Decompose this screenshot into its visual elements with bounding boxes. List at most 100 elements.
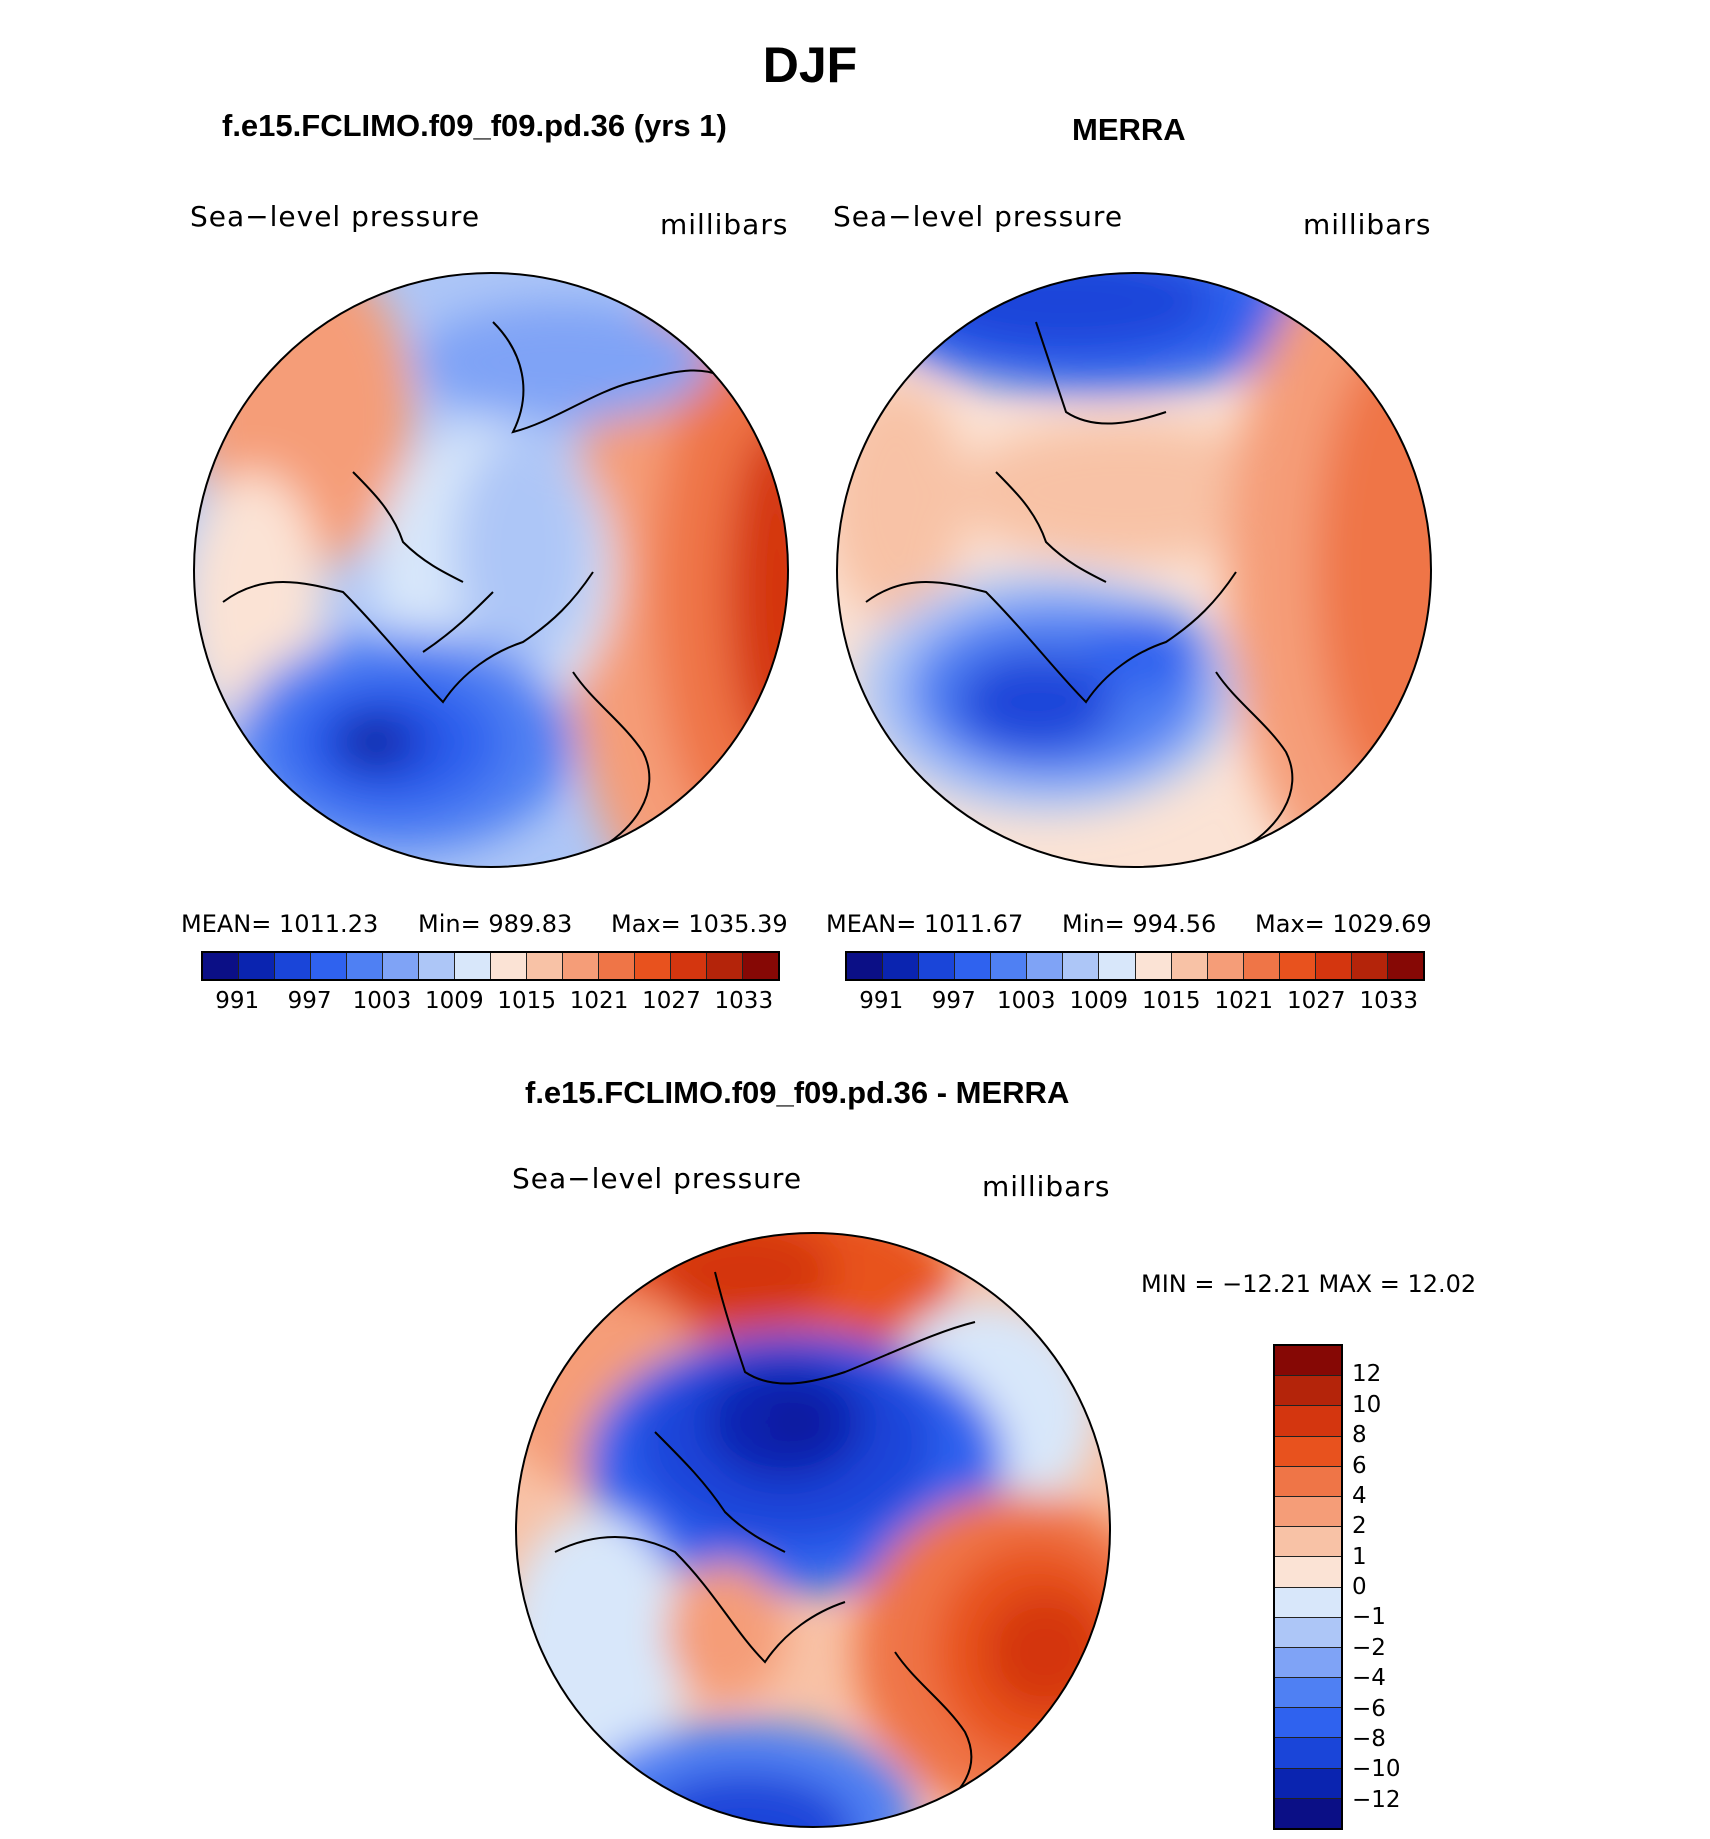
diff-polar-map [515, 1232, 1111, 1828]
model-colorbar-swatch [347, 953, 383, 979]
diff-variable-label: Sea−level pressure [512, 1162, 803, 1195]
diff-colorbar-tick-label: 6 [1352, 1452, 1367, 1479]
model-colorbar-swatch [311, 953, 347, 979]
obs-colorbar-swatch [919, 953, 956, 979]
model-colorbar-swatch [419, 953, 455, 979]
model-colorbar-swatch [671, 953, 707, 979]
obs-colorbar-swatch [991, 953, 1028, 979]
diff-colorbar-tick-label: 4 [1352, 1482, 1367, 1509]
diff-colorbar-tick-label: −10 [1352, 1756, 1401, 1783]
obs-colorbar-tick-label: 1021 [1214, 988, 1274, 1014]
obs-colorbar-tick-label: 1015 [1141, 988, 1201, 1014]
diff-colorbar-swatch [1275, 1406, 1341, 1437]
obs-colorbar-swatch [955, 953, 992, 979]
diff-colorbar-tick-label: −2 [1352, 1634, 1386, 1661]
model-polar-map [193, 272, 789, 868]
obs-colorbar-swatch [1135, 953, 1172, 979]
obs-colorbar-swatch [1315, 953, 1352, 979]
obs-colorbar-swatch [1063, 953, 1100, 979]
diff-colorbar-tick-label: −6 [1352, 1695, 1386, 1722]
diff-colorbar-tick-label: 0 [1352, 1574, 1367, 1600]
model-colorbar-tick-label: 1015 [497, 988, 556, 1014]
diff-colorbar-tick-label: 8 [1352, 1422, 1367, 1449]
obs-colorbar-tick-label: 1003 [996, 988, 1056, 1014]
diff-colorbar-tick-label: 10 [1352, 1391, 1382, 1418]
model-colorbar-tick-label: 991 [215, 988, 260, 1014]
obs-colorbar-swatch [1027, 953, 1064, 979]
model-colorbar-swatch [383, 953, 419, 979]
obs-variable-label: Sea−level pressure [833, 200, 1124, 233]
obs-colorbar-swatch [883, 953, 920, 979]
diff-colorbar-swatch [1275, 1376, 1341, 1407]
diff-colorbar-tick-label: −12 [1352, 1786, 1401, 1813]
diff-colorbar-swatch [1275, 1466, 1341, 1497]
model-colorbar-swatch [239, 953, 275, 979]
diff-panel-title: f.e15.FCLIMO.f09_f09.pd.36 - MERRA [525, 1075, 1070, 1110]
model-colorbar-tick-label: 1021 [569, 988, 629, 1014]
diff-colorbar-swatch [1275, 1557, 1341, 1588]
diff-colorbar-tick-label: −1 [1352, 1604, 1386, 1631]
model-colorbar-swatch [563, 953, 599, 979]
model-colorbar-swatch [275, 953, 311, 979]
model-colorbar-swatch [203, 953, 239, 979]
obs-colorbar-swatch [1279, 953, 1316, 979]
model-colorbar-tick-label: 1003 [352, 988, 412, 1014]
diff-colorbar-tick-label: −8 [1352, 1725, 1386, 1752]
obs-colorbar-swatch [847, 953, 884, 979]
diff-colorbar-swatch [1275, 1436, 1341, 1467]
diff-colorbar [1273, 1344, 1343, 1830]
model-colorbar-tick-label: 997 [287, 988, 332, 1014]
obs-colorbar-swatch [1207, 953, 1244, 979]
obs-polar-map [836, 272, 1432, 868]
diff-colorbar-swatch [1275, 1527, 1341, 1558]
figure-title: DJF [762, 37, 858, 93]
obs-colorbar [845, 951, 1425, 981]
obs-panel-title: MERRA [1072, 112, 1186, 147]
diff-colorbar-swatch [1275, 1738, 1341, 1769]
obs-colorbar-tick-label: 991 [859, 988, 904, 1014]
model-colorbar-swatch [743, 953, 778, 979]
diff-colorbar-tick-label: 1 [1352, 1543, 1367, 1570]
obs-max-stat: Max= 1029.69 [1255, 910, 1432, 938]
model-max-stat: Max= 1035.39 [611, 910, 788, 938]
obs-min-stat: Min= 994.56 [1062, 910, 1217, 938]
model-variable-label: Sea−level pressure [190, 200, 481, 233]
diff-units-label: millibars [982, 1170, 1111, 1203]
diff-colorbar-swatch [1275, 1346, 1341, 1377]
diff-colorbar-swatch [1275, 1708, 1341, 1739]
diff-minmax-stat: MIN = −12.21 MAX = 12.02 [1141, 1270, 1477, 1298]
diff-colorbar-tick-label: −4 [1352, 1665, 1386, 1692]
model-colorbar-swatch [599, 953, 635, 979]
diff-colorbar-swatch [1275, 1496, 1341, 1528]
diff-colorbar-tick-label: 2 [1352, 1513, 1367, 1540]
diff-colorbar-tick-label: 12 [1352, 1361, 1382, 1388]
model-mean-stat: MEAN= 1011.23 [181, 910, 379, 938]
obs-colorbar-tick-label: 1033 [1359, 988, 1419, 1014]
model-panel-title: f.e15.FCLIMO.f09_f09.pd.36 (yrs 1) [222, 108, 727, 143]
model-colorbar-swatch [527, 953, 563, 979]
obs-colorbar-swatch [1243, 953, 1280, 979]
obs-colorbar-tick-label: 1027 [1286, 988, 1346, 1014]
model-colorbar-tick-label: 1033 [714, 988, 774, 1014]
obs-colorbar-swatch [1387, 953, 1423, 979]
obs-units-label: millibars [1303, 208, 1432, 241]
model-colorbar-tick-label: 1027 [642, 988, 701, 1014]
obs-colorbar-swatch [1171, 953, 1208, 979]
diff-colorbar-swatch [1275, 1768, 1341, 1799]
model-units-label: millibars [660, 208, 789, 241]
diff-colorbar-swatch [1275, 1647, 1341, 1679]
obs-mean-stat: MEAN= 1011.67 [826, 910, 1024, 938]
obs-colorbar-swatch [1099, 953, 1136, 979]
diff-colorbar-swatch [1275, 1617, 1341, 1648]
model-colorbar-swatch [491, 953, 527, 979]
model-colorbar [201, 951, 780, 981]
diff-colorbar-swatch [1275, 1798, 1341, 1828]
model-colorbar-swatch [635, 953, 671, 979]
obs-colorbar-tick-label: 997 [931, 988, 976, 1014]
obs-colorbar-swatch [1351, 953, 1388, 979]
model-colorbar-swatch [455, 953, 491, 979]
obs-colorbar-tick-label: 1009 [1069, 988, 1129, 1014]
diff-colorbar-swatch [1275, 1587, 1341, 1618]
model-min-stat: Min= 989.83 [418, 910, 573, 938]
diff-colorbar-swatch [1275, 1678, 1341, 1709]
